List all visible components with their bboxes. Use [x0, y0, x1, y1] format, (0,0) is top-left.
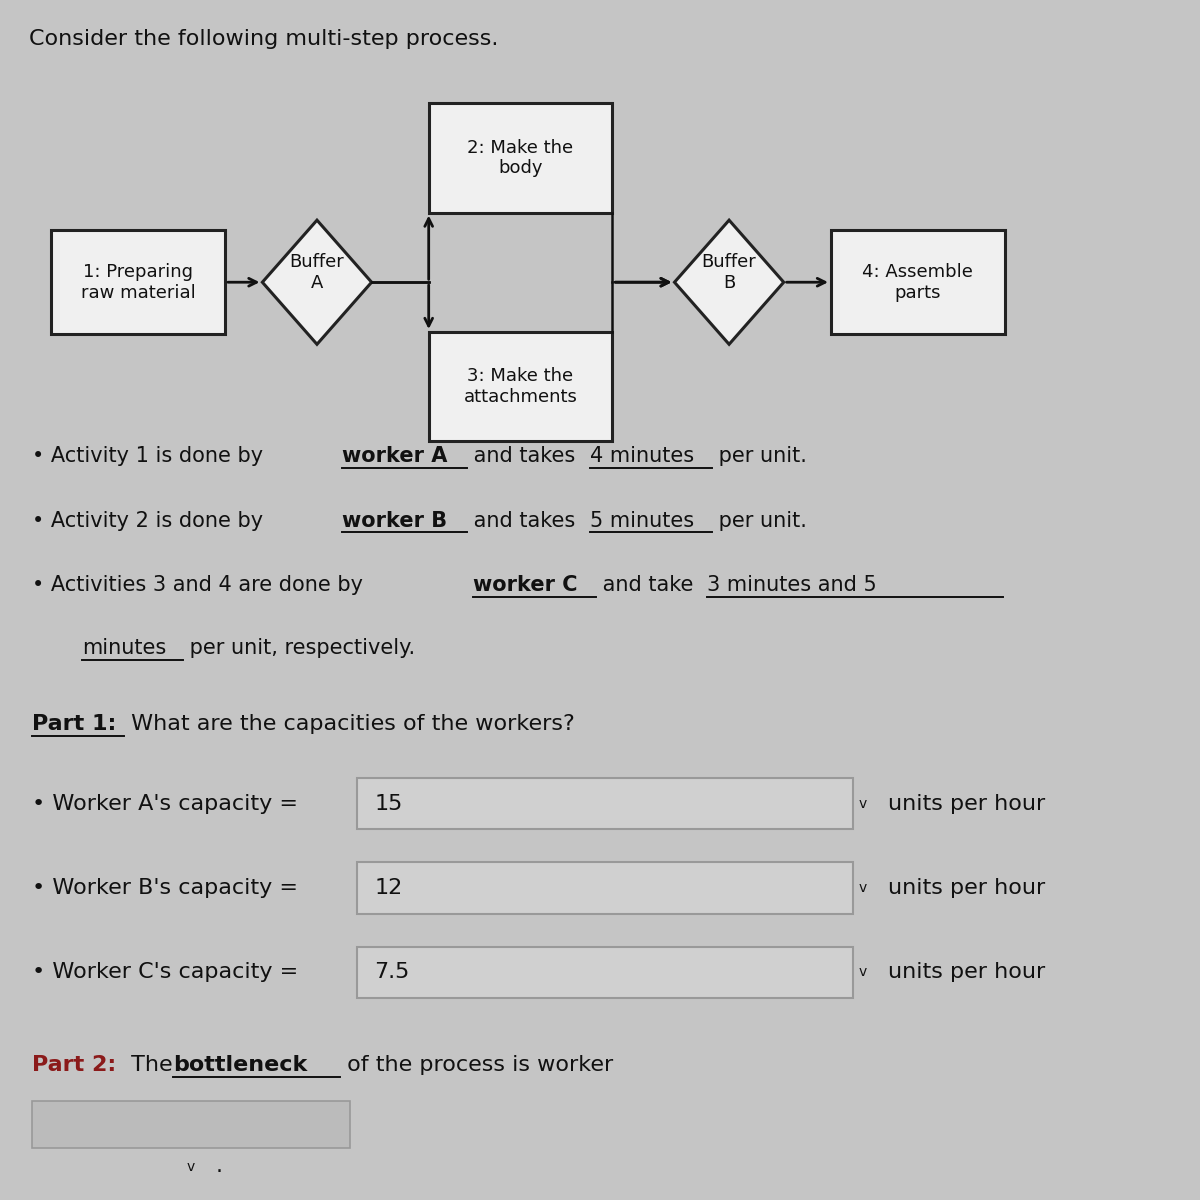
- Text: The: The: [125, 1055, 180, 1075]
- Text: 1: Preparing
raw material: 1: Preparing raw material: [80, 263, 196, 301]
- Polygon shape: [263, 220, 372, 344]
- FancyBboxPatch shape: [52, 230, 226, 335]
- Text: What are the capacities of the workers?: What are the capacities of the workers?: [125, 714, 575, 734]
- Text: v: v: [858, 881, 866, 895]
- Text: • Activities 3 and 4 are done by: • Activities 3 and 4 are done by: [32, 575, 370, 595]
- Text: 3 minutes and 5: 3 minutes and 5: [707, 575, 877, 595]
- Text: Consider the following multi-step process.: Consider the following multi-step proces…: [29, 29, 498, 49]
- FancyBboxPatch shape: [32, 1100, 349, 1148]
- Text: worker A: worker A: [342, 446, 448, 466]
- Text: Part 2:: Part 2:: [32, 1055, 116, 1075]
- Text: • Worker B's capacity =: • Worker B's capacity =: [32, 878, 298, 898]
- Text: v: v: [858, 797, 866, 810]
- Text: and takes: and takes: [467, 511, 582, 530]
- Text: Buffer
A: Buffer A: [289, 253, 344, 292]
- Text: per unit.: per unit.: [713, 446, 808, 466]
- FancyBboxPatch shape: [356, 947, 853, 998]
- Text: • Activity 2 is done by: • Activity 2 is done by: [32, 511, 270, 530]
- FancyBboxPatch shape: [428, 332, 612, 442]
- Text: Part 1:: Part 1:: [32, 714, 116, 734]
- Text: and takes: and takes: [467, 446, 582, 466]
- Polygon shape: [674, 220, 784, 344]
- Text: per unit, respectively.: per unit, respectively.: [182, 637, 415, 658]
- Text: and take: and take: [596, 575, 700, 595]
- Text: worker C: worker C: [473, 575, 577, 595]
- Text: 4: Assemble
parts: 4: Assemble parts: [863, 263, 973, 301]
- Text: per unit.: per unit.: [713, 511, 808, 530]
- Text: 7.5: 7.5: [374, 962, 410, 983]
- Text: v: v: [858, 965, 866, 979]
- Text: units per hour: units per hour: [888, 962, 1045, 983]
- Text: bottleneck: bottleneck: [173, 1055, 307, 1075]
- Text: minutes: minutes: [82, 637, 166, 658]
- FancyBboxPatch shape: [830, 230, 1004, 335]
- Text: units per hour: units per hour: [888, 878, 1045, 898]
- FancyBboxPatch shape: [356, 778, 853, 829]
- Text: .: .: [215, 1156, 222, 1176]
- Text: • Worker A's capacity =: • Worker A's capacity =: [32, 793, 298, 814]
- Text: 2: Make the
body: 2: Make the body: [468, 139, 574, 178]
- Text: v: v: [187, 1160, 194, 1174]
- Text: units per hour: units per hour: [888, 793, 1045, 814]
- Text: • Worker C's capacity =: • Worker C's capacity =: [32, 962, 299, 983]
- Text: • Activity 1 is done by: • Activity 1 is done by: [32, 446, 270, 466]
- Text: 15: 15: [374, 793, 403, 814]
- Text: 4 minutes: 4 minutes: [590, 446, 694, 466]
- Text: 5 minutes: 5 minutes: [590, 511, 694, 530]
- Text: worker B: worker B: [342, 511, 446, 530]
- FancyBboxPatch shape: [428, 103, 612, 212]
- Text: 12: 12: [374, 878, 403, 898]
- Text: Buffer
B: Buffer B: [702, 253, 756, 292]
- Text: 3: Make the
attachments: 3: Make the attachments: [463, 367, 577, 406]
- Text: of the process is worker: of the process is worker: [340, 1055, 613, 1075]
- FancyBboxPatch shape: [356, 862, 853, 914]
